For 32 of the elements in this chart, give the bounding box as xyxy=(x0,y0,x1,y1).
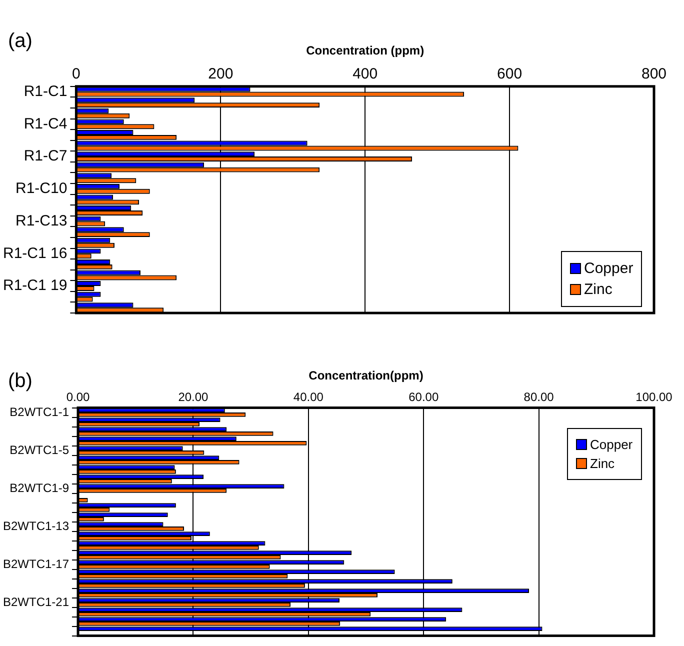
x-tick-label: 0.00 xyxy=(66,390,90,404)
x-tick-label: 400 xyxy=(352,66,378,83)
x-tick-label: 80.00 xyxy=(524,390,554,404)
y-tick-label: B2WTC1-9 xyxy=(10,480,70,495)
x-tick-label: 20.00 xyxy=(178,390,209,404)
y-tick-label: B2WTC1-17 xyxy=(2,556,70,571)
x-tick-label: 40.00 xyxy=(293,390,324,404)
y-tick-label: R1-C13 xyxy=(16,212,68,230)
y-tick-label: R1-C1 xyxy=(24,82,68,100)
y-tick-label: B2WTC1-21 xyxy=(2,594,70,609)
x-tick-label: 0 xyxy=(72,66,80,83)
x-axis-title: Concentration (ppm) xyxy=(306,44,424,58)
legend-label: Zinc xyxy=(584,281,612,298)
x-tick-label: 800 xyxy=(641,66,667,83)
y-tick-label: B2WTC1-5 xyxy=(10,442,70,457)
y-tick-label: B2WTC1-13 xyxy=(2,518,70,533)
y-tick-label: R1-C10 xyxy=(16,180,68,198)
legend-label: Copper xyxy=(590,436,633,452)
y-tick-label: B2WTC1-1 xyxy=(10,404,70,419)
x-tick-label: 600 xyxy=(497,66,522,83)
text: (b) xyxy=(8,370,32,393)
x-tick-label: 200 xyxy=(208,66,234,83)
x-axis-title: Concentration(ppm) xyxy=(308,368,424,383)
legend-label: Zinc xyxy=(590,456,615,471)
y-tick-label: R1-C1 19 xyxy=(2,277,68,294)
y-tick-label: R1-C7 xyxy=(24,148,68,165)
text: (a) xyxy=(8,30,32,53)
y-tick-label: R1-C4 xyxy=(24,115,68,132)
x-tick-label: 60.00 xyxy=(408,390,439,404)
x-tick-label: 100.00 xyxy=(636,390,673,404)
y-tick-label: R1-C1 16 xyxy=(2,244,68,262)
legend-label: Copper xyxy=(584,260,634,277)
